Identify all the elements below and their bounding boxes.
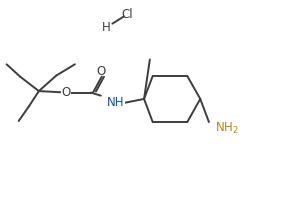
Text: O: O [96,65,105,78]
Text: NH: NH [107,96,124,108]
Text: H: H [102,21,111,34]
Text: O: O [62,86,71,99]
Text: NH$_2$: NH$_2$ [215,121,239,136]
Text: Cl: Cl [121,8,133,21]
